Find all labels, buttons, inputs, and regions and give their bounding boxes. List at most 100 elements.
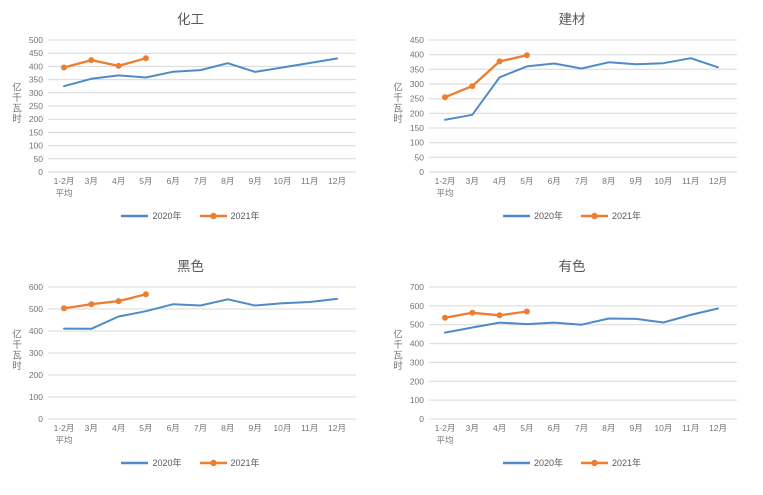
y-axis-label: 亿千瓦时 [391,329,402,371]
y-axis-label: 亿千瓦时 [391,82,402,124]
y-tick-label: 300 [29,88,43,98]
legend: 2020年 2021年 [381,456,763,469]
x-tick-label: 1-2月 [435,176,456,186]
legend-item-2020年: 2020年 [502,209,563,222]
y-tick-label: 600 [410,301,424,311]
x-tick-label: 11月 [301,176,318,186]
x-tick-label: 3月 [466,423,479,433]
series-line-2021年 [62,57,148,69]
y-tick-label: 400 [410,50,424,60]
chart-chemical: 化工 亿千瓦时 0 50 100 150 200 250 300 350 400 450 500 1-… [0,0,381,247]
x-tick-label: 8月 [602,176,615,186]
legend-label: 2020年 [152,211,182,221]
x-tick-label: 6月 [548,423,561,433]
legend: 2020年 2021年 [0,456,381,469]
legend-item-2021年: 2021年 [581,456,641,469]
legend-item-2020年: 2020年 [121,209,182,222]
y-tick-label: 250 [29,101,43,111]
y-tick-label: 450 [29,48,43,58]
data-point-marker [88,301,95,308]
y-tick-label: 350 [29,75,43,85]
x-tick-label: 12月 [709,176,727,186]
y-tick-label: 200 [29,370,43,380]
x-tick-label: 6月 [548,176,561,186]
data-point-marker [442,94,448,101]
legend-marker-line-dot-icon [199,212,227,219]
chart-title-chemical: 化工 [177,12,204,27]
data-point-marker [469,309,476,316]
y-tick-label: 200 [410,376,424,386]
x-tick-label: 7月 [194,423,207,433]
legend: 2020年 2021年 [0,209,381,222]
x-tick-label: 4月 [112,423,125,433]
y-tick-label: 700 [410,282,424,292]
legend-item-2021年: 2021年 [199,456,260,469]
series-line-2020年 [63,297,338,330]
x-tick-label: 11月 [301,423,318,433]
data-point-marker [142,55,149,62]
legend-label: 2021年 [612,458,642,468]
series-line-2020年 [444,57,719,121]
y-tick-label: 250 [410,94,424,104]
chart-title-building-materials: 建材 [558,12,586,27]
legend-line-icon [502,214,530,217]
x-tick-label: 平均 [436,435,453,445]
x-tick-label: 3月 [466,176,479,186]
y-tick-label: 150 [410,123,424,133]
chart-building-materials: 建材 亿千瓦时 0 50 100 150 200 250 300 350 400 450 1-2月平… [381,0,763,247]
y-tick-label: 50 [34,154,44,164]
y-tick-label: 300 [410,357,424,367]
legend-line-icon [502,461,530,464]
data-point-marker [442,314,448,321]
x-tick-label: 12月 [709,423,727,433]
x-tick-label: 5月 [139,423,152,433]
legend-item-2020年: 2020年 [121,456,182,469]
x-tick-label: 11月 [682,423,699,433]
x-tick-label: 7月 [194,176,207,186]
x-tick-label: 9月 [248,423,261,433]
series-line-2021年 [443,54,529,99]
x-tick-label: 8月 [221,176,234,186]
x-tick-label: 4月 [493,176,506,186]
y-tick-label: 100 [410,395,424,405]
y-tick-label: 0 [419,167,424,177]
legend-item-2021年: 2021年 [581,209,641,222]
y-tick-label: 300 [29,348,43,358]
legend-line-icon [121,214,149,217]
x-tick-label: 9月 [248,176,261,186]
y-tick-label: 300 [410,79,424,89]
data-point-marker [142,291,149,298]
y-tick-label: 50 [415,152,425,162]
y-tick-label: 500 [29,35,43,45]
y-tick-label: 350 [410,64,424,74]
x-tick-label: 5月 [139,176,152,186]
data-point-marker [523,308,530,315]
x-tick-label: 3月 [85,423,98,433]
chart-title-nonferrous: 有色 [558,259,586,274]
chart-nonferrous: 有色 亿千瓦时 0 100 200 300 400 500 600 700 1-2月 平均 3月 4月… [381,247,763,495]
x-tick-label: 10月 [273,423,291,433]
y-tick-label: 400 [29,61,43,71]
x-tick-label: 12月 [328,176,346,186]
legend-marker-line-dot-icon [581,459,608,466]
data-point-marker [496,312,503,319]
series-line-2020年 [63,57,338,88]
x-tick-label: 6月 [167,423,180,433]
chart-ferrous: 黑色 亿千瓦时 0 100 200 300 400 500 600 1-2月 平均 3月 4月 5月 6… [0,247,381,495]
x-tick-label: 4月 [493,423,506,433]
legend-label: 2020年 [533,458,563,468]
x-tick-label: 10月 [273,176,291,186]
x-tick-label: 9月 [629,176,642,186]
x-tick-label: 1-2月 [54,423,75,433]
x-tick-label: 10月 [654,423,672,433]
data-point-marker [115,62,122,69]
y-tick-label: 0 [38,414,43,424]
x-tick-label: 11月 [682,176,699,186]
x-tick-label: 8月 [221,423,234,433]
series-line-2021年 [62,293,148,310]
chart-title-ferrous: 黑色 [177,259,204,274]
series-line-2020年 [444,307,719,334]
